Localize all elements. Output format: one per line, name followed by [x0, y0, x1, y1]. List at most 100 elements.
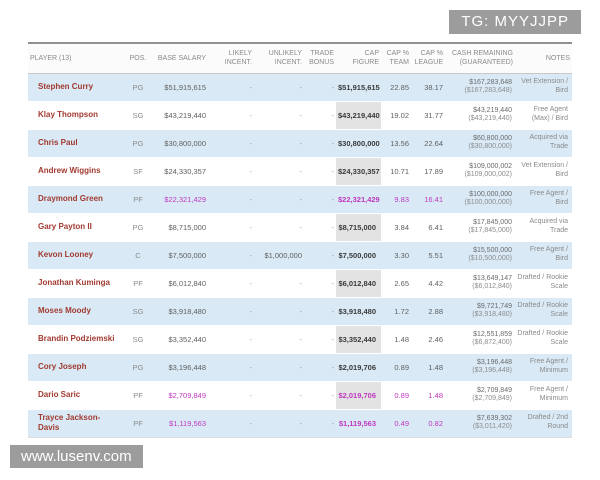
- cell-unlikely-incentive: -: [254, 269, 304, 298]
- column-header-unlikely-incentive[interactable]: UNLIKELY INCENT.: [254, 42, 304, 74]
- player-link[interactable]: Dario Saric: [38, 390, 81, 400]
- column-header-cap-pct-league[interactable]: CAP % LEAGUE: [411, 42, 445, 74]
- player-link[interactable]: Gary Payton II: [38, 222, 92, 232]
- player-link[interactable]: Moses Moody: [38, 306, 91, 316]
- player-link[interactable]: Klay Thompson: [38, 110, 99, 120]
- cash-guaranteed: ($100,000,000): [464, 199, 512, 206]
- cell-cap-pct-league: 22.64: [411, 129, 445, 158]
- column-header-cap-pct-team[interactable]: CAP % TEAM: [381, 42, 411, 74]
- cell-cap-figure: $8,715,000: [336, 213, 381, 242]
- cell-unlikely-incentive: -: [254, 101, 304, 130]
- cash-total: $3,196,448: [476, 358, 512, 366]
- cell-player: Dario Saric: [28, 381, 123, 410]
- cell-player: Draymond Green: [28, 185, 123, 214]
- player-row: Brandin Podziemski SG $3,352,440- - - $3,352,…: [28, 325, 572, 354]
- cell-player: Cory Joseph: [28, 353, 123, 382]
- cell-base-salary: $7,500,000: [153, 241, 208, 270]
- cell-cap-pct-league: 5.51: [411, 241, 445, 270]
- player-link[interactable]: Chris Paul: [38, 138, 78, 148]
- cell-trade-bonus: -: [304, 185, 336, 214]
- player-link[interactable]: Brandin Podziemski: [38, 334, 115, 344]
- cash-guaranteed: ($167,283,648): [464, 87, 512, 94]
- cash-total: $12,551,859: [473, 330, 512, 338]
- cell-notes: Vet Extension / Bird: [515, 73, 572, 102]
- player-link[interactable]: Trayce Jackson-Davis: [38, 413, 101, 432]
- cell-notes: Drafted / Rookie Scale: [515, 297, 572, 326]
- cell-cap-pct-team: 9.83: [381, 185, 411, 214]
- header-row: PLAYER (13) POS. BASE SALARY LIKELY INCENT.…: [28, 42, 572, 74]
- column-header-trade-bonus[interactable]: TRADE BONUS: [304, 42, 336, 74]
- cell-position: PG: [123, 213, 153, 242]
- cell-likely-incentive: -: [208, 269, 254, 298]
- cell-likely-incentive: -: [208, 241, 254, 270]
- cell-base-salary: $22,321,429: [153, 185, 208, 214]
- tg-badge: TG: MYYJJPP: [449, 10, 581, 34]
- cell-player: Kevon Looney: [28, 241, 123, 270]
- cell-unlikely-incentive: -: [254, 325, 304, 354]
- player-link[interactable]: Kevon Looney: [38, 250, 94, 260]
- cell-cash-remaining: $100,000,000 ($100,000,000): [445, 185, 515, 214]
- cell-cash-remaining: $13,649,147 ($6,012,840): [445, 269, 515, 298]
- cash-total: $2,709,849: [476, 386, 512, 394]
- cell-cash-remaining: $9,721,749 ($3,918,480): [445, 297, 515, 326]
- cell-position: PF: [123, 269, 153, 298]
- player-link[interactable]: Draymond Green: [38, 194, 103, 204]
- cell-position: SG: [123, 325, 153, 354]
- cell-notes: Free Agent / Bird: [515, 185, 572, 214]
- cell-cap-pct-team: 19.02: [381, 101, 411, 130]
- cell-base-salary: $24,330,357: [153, 157, 208, 186]
- player-link[interactable]: Cory Joseph: [38, 362, 87, 372]
- cell-position: PG: [123, 353, 153, 382]
- cell-cash-remaining: $60,800,000 ($30,800,000): [445, 129, 515, 158]
- column-header-position[interactable]: POS.: [123, 42, 153, 74]
- column-header-base-salary[interactable]: BASE SALARY: [153, 42, 208, 74]
- cell-likely-incentive: -: [208, 381, 254, 410]
- cell-cap-figure: $1,119,563: [336, 409, 381, 438]
- cell-trade-bonus: -: [304, 269, 336, 298]
- cell-notes: Free Agent / Bird: [515, 241, 572, 270]
- cell-trade-bonus: -: [304, 157, 336, 186]
- player-link[interactable]: Andrew Wiggins: [38, 166, 101, 176]
- column-header-cash-remaining[interactable]: CASH REMAINING (GUARANTEED): [445, 42, 515, 74]
- player-link[interactable]: Jonathan Kuminga: [38, 278, 111, 288]
- cell-unlikely-incentive: -: [254, 409, 304, 438]
- column-header-notes[interactable]: NOTES: [515, 42, 572, 74]
- cash-guaranteed: ($2,709,849): [472, 395, 512, 402]
- column-header-cap-figure[interactable]: CAP FIGURE: [336, 42, 381, 74]
- cell-cap-pct-league: 31.77: [411, 101, 445, 130]
- watermark: www.lusenv.com: [10, 445, 143, 468]
- cell-cap-figure: $3,918,480: [336, 297, 381, 326]
- column-header-player[interactable]: PLAYER (13): [28, 42, 123, 74]
- cell-cash-remaining: $2,709,849 ($2,709,849): [445, 381, 515, 410]
- cash-total: $17,845,000: [473, 218, 512, 226]
- cell-cap-pct-league: 1.48: [411, 353, 445, 382]
- player-row: Dario Saric PF $2,709,849- - - $2,019,706 0.89…: [28, 381, 572, 410]
- cell-position: PF: [123, 409, 153, 438]
- cell-position: PG: [123, 73, 153, 102]
- cell-cap-pct-team: 10.71: [381, 157, 411, 186]
- cell-base-salary: $3,196,448: [153, 353, 208, 382]
- cell-position: PG: [123, 129, 153, 158]
- cell-base-salary: $8,715,000: [153, 213, 208, 242]
- cell-likely-incentive: -: [208, 325, 254, 354]
- cash-total: $60,800,000: [473, 134, 512, 142]
- cell-cap-figure: $43,219,440: [336, 101, 381, 130]
- cell-unlikely-incentive: -: [254, 185, 304, 214]
- cell-trade-bonus: -: [304, 213, 336, 242]
- player-row: Draymond Green PF $22,321,429- - - $22,321,42…: [28, 185, 572, 214]
- cell-player: Trayce Jackson-Davis: [28, 409, 123, 438]
- cell-base-salary: $3,918,480: [153, 297, 208, 326]
- cash-total: $109,000,002: [469, 162, 512, 170]
- cell-unlikely-incentive: $1,000,000: [254, 241, 304, 270]
- player-row: Trayce Jackson-Davis PF $1,119,563- - - $1,11…: [28, 409, 572, 438]
- column-header-likely-incentive[interactable]: LIKELY INCENT.: [208, 42, 254, 74]
- cell-base-salary: $3,352,440: [153, 325, 208, 354]
- cell-player: Klay Thompson: [28, 101, 123, 130]
- cash-guaranteed: ($17,845,000): [468, 227, 512, 234]
- player-row: Andrew Wiggins SF $24,330,357- - - $24,330,35…: [28, 157, 572, 186]
- cash-guaranteed: ($6,872,400): [472, 339, 512, 346]
- cell-player: Brandin Podziemski: [28, 325, 123, 354]
- cell-cap-pct-league: 16.41: [411, 185, 445, 214]
- player-link[interactable]: Stephen Curry: [38, 82, 94, 92]
- cell-trade-bonus: -: [304, 241, 336, 270]
